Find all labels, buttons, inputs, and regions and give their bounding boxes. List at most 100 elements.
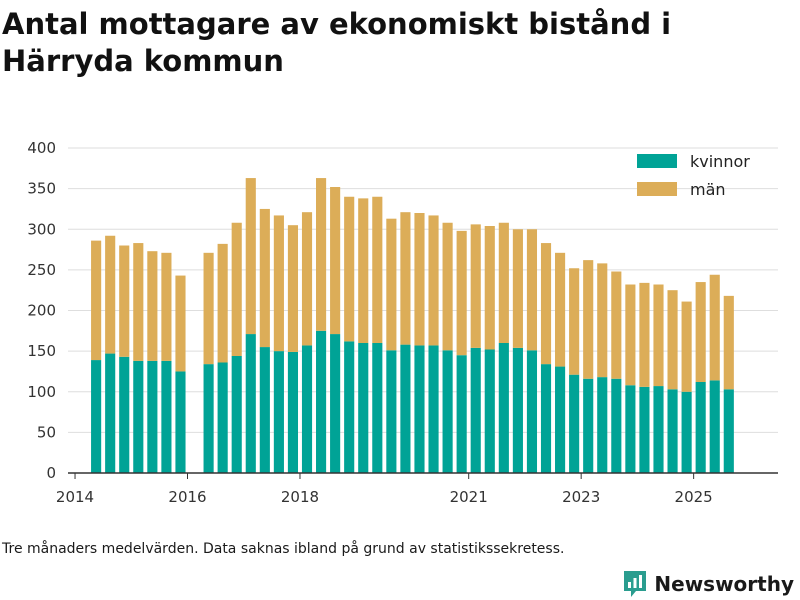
bar-kvinnor	[428, 345, 439, 473]
bar-kvinnor	[119, 356, 130, 473]
x-tick-label: 2021	[450, 488, 488, 506]
y-tick-label: 50	[37, 423, 56, 441]
legend-label-kvinnor: kvinnor	[690, 152, 750, 171]
x-tick-label: 2025	[675, 488, 713, 506]
bar-kvinnor	[273, 351, 284, 473]
bar-kvinnor	[695, 382, 706, 473]
newsworthy-logo-icon	[624, 571, 647, 597]
bar-män	[597, 263, 608, 378]
bar-kvinnor	[639, 386, 650, 473]
x-tick-label: 2023	[562, 488, 600, 506]
bar-män	[119, 245, 130, 357]
bar-män	[400, 212, 411, 345]
bar-män	[330, 187, 341, 335]
bar-män	[231, 222, 242, 356]
y-tick-label: 100	[27, 383, 56, 401]
bar-män	[681, 301, 692, 392]
bar-män	[695, 282, 706, 382]
x-tick-label: 2018	[281, 488, 319, 506]
bar-män	[540, 243, 552, 365]
bar-kvinnor	[105, 353, 116, 473]
bar-kvinnor	[386, 350, 397, 473]
bar-män	[245, 178, 256, 335]
bar-kvinnor	[259, 347, 270, 473]
bar-kvinnor	[91, 360, 102, 473]
bar-kvinnor	[147, 360, 158, 473]
bar-kvinnor	[498, 343, 509, 473]
bar-kvinnor	[555, 366, 566, 473]
bar-män	[709, 274, 720, 381]
legend-label-män: män	[690, 180, 726, 199]
bar-kvinnor	[456, 355, 467, 473]
bar-kvinnor	[597, 377, 608, 473]
bar-kvinnor	[301, 345, 313, 473]
bar-kvinnor	[667, 389, 678, 473]
bar-män	[259, 208, 270, 348]
bar-kvinnor	[526, 350, 538, 473]
y-tick-label: 150	[27, 342, 56, 360]
bar-män	[498, 222, 509, 343]
bar-män	[372, 196, 383, 343]
bar-män	[639, 282, 650, 387]
bar-kvinnor	[709, 380, 720, 473]
bar-kvinnor	[217, 362, 228, 473]
brand-name: Newsworthy	[654, 572, 794, 596]
bar-kvinnor	[161, 360, 172, 473]
legend-swatch-män	[637, 182, 677, 196]
bar-män	[203, 252, 214, 365]
bar-män	[611, 271, 622, 379]
y-tick-label: 0	[46, 464, 56, 482]
bar-kvinnor	[442, 350, 453, 473]
bar-kvinnor	[330, 334, 341, 473]
bar-män	[526, 229, 538, 351]
bar-män	[583, 260, 594, 379]
bar-män	[569, 268, 580, 375]
bar-män	[147, 251, 158, 361]
bar-kvinnor	[400, 344, 411, 473]
bar-män	[484, 226, 495, 350]
bar-kvinnor	[358, 343, 369, 473]
bar-kvinnor	[611, 378, 622, 473]
bar-män	[470, 224, 481, 348]
y-tick-label: 400	[27, 139, 56, 157]
footnote: Tre månaders medelvärden. Data saknas ib…	[2, 541, 565, 557]
bar-män	[316, 178, 327, 331]
bar-män	[161, 252, 172, 361]
bar-kvinnor	[470, 347, 481, 473]
bar-kvinnor	[245, 334, 256, 473]
bar-män	[625, 284, 636, 386]
bar-kvinnor	[133, 360, 144, 473]
bar-män	[442, 222, 453, 351]
bar-kvinnor	[231, 356, 242, 473]
bar-män	[175, 275, 186, 372]
bar-män	[512, 229, 523, 348]
y-tick-label: 200	[27, 302, 56, 320]
bar-män	[273, 215, 284, 352]
bar-män	[386, 218, 397, 351]
bar-kvinnor	[653, 386, 664, 473]
bar-män	[91, 240, 102, 361]
axes: 0 50 100 150 200 250 300 350 400 2014 2016 2018 2021…	[27, 139, 778, 506]
bar-kvinnor	[316, 330, 327, 473]
bar-män	[105, 235, 116, 354]
bar-män	[217, 243, 228, 363]
bar-män	[133, 243, 144, 361]
bar-män	[428, 215, 439, 346]
bar-kvinnor	[175, 371, 186, 473]
bar-män	[344, 196, 355, 342]
x-tick-label: 2014	[56, 488, 94, 506]
bar-män	[287, 225, 299, 352]
bar-män	[456, 230, 467, 356]
bar-män	[653, 284, 664, 387]
bar-kvinnor	[372, 343, 383, 473]
bar-kvinnor	[723, 389, 734, 473]
bar-kvinnor	[484, 349, 495, 473]
bar-män	[301, 212, 313, 346]
bar-kvinnor	[681, 391, 692, 473]
legend: kvinnor män	[637, 152, 750, 199]
bars	[91, 178, 734, 473]
bar-kvinnor	[203, 364, 214, 473]
bar-kvinnor	[583, 378, 594, 473]
y-tick-label: 250	[27, 261, 56, 279]
brand-logo[interactable]: Newsworthy	[622, 568, 794, 600]
